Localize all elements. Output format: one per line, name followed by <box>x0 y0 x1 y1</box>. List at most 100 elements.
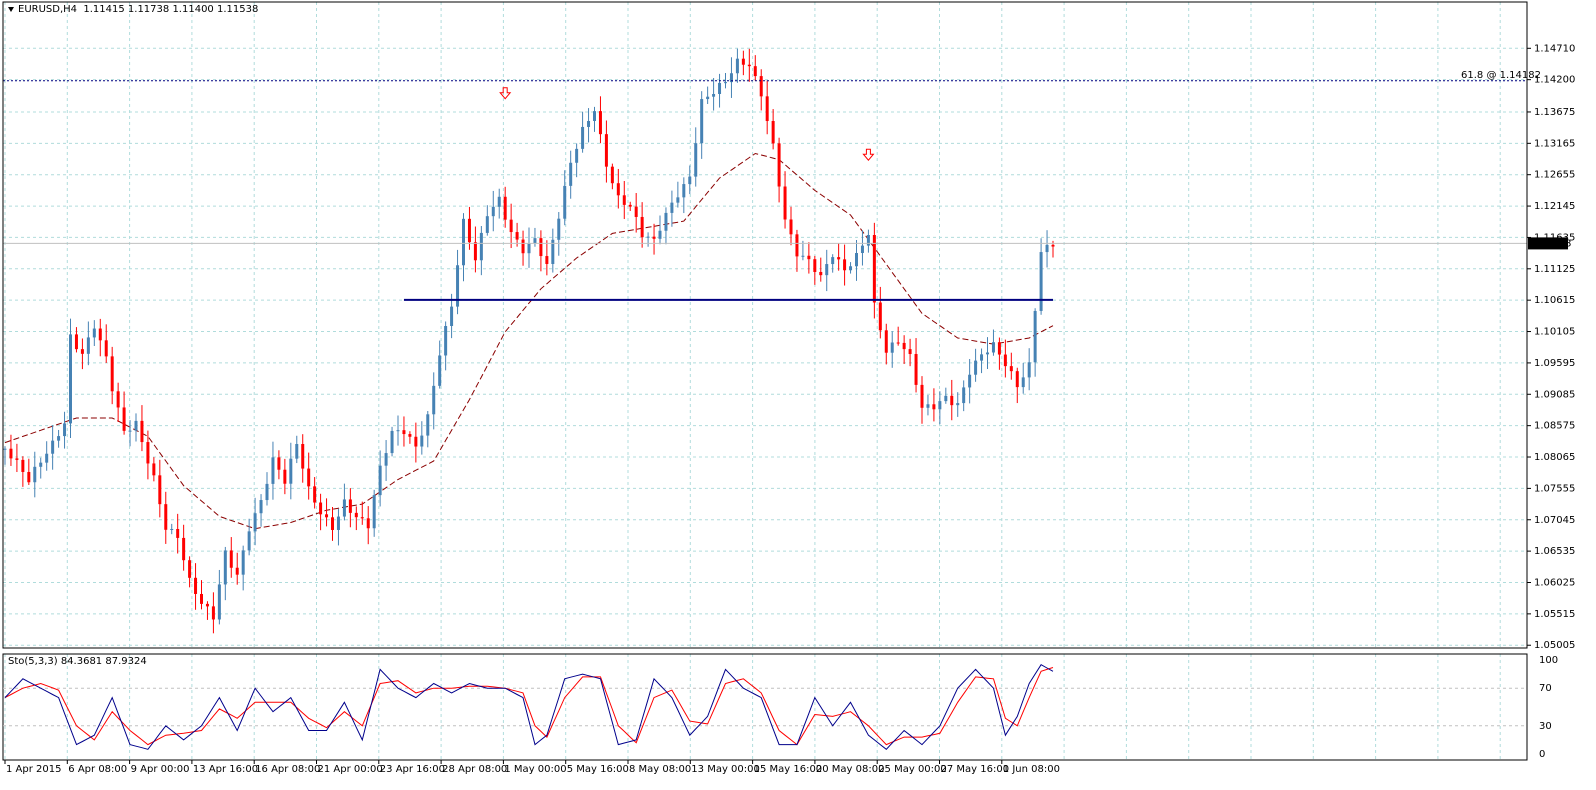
candle-body <box>694 143 698 177</box>
main-grid <box>3 2 1527 760</box>
candle-body <box>51 440 55 454</box>
candle-body <box>110 356 114 392</box>
candle-body <box>116 391 120 408</box>
candle-body <box>640 216 644 238</box>
main-frame <box>2 1 1528 649</box>
candle-body <box>295 444 299 459</box>
candle-body <box>146 442 150 464</box>
y-tick-label: 1.12655 <box>1534 170 1575 181</box>
y-tick-label: 1.09595 <box>1534 358 1575 369</box>
candle-body <box>200 593 203 604</box>
candle-body <box>164 504 168 530</box>
candle-body <box>944 395 948 402</box>
candle-body <box>57 436 61 441</box>
candle-body <box>795 234 799 257</box>
candle-body <box>313 486 317 503</box>
candle-body <box>753 66 757 77</box>
candle-body <box>872 235 876 303</box>
candles <box>3 48 1055 634</box>
candle-body <box>342 499 346 517</box>
y-tick-label: 1.07555 <box>1534 483 1575 494</box>
candle-body <box>74 334 78 350</box>
candle-body <box>807 255 811 260</box>
candle-body <box>1051 244 1055 247</box>
x-tick-label: 13 Apr 16:00 <box>193 764 258 775</box>
candle-body <box>253 513 257 532</box>
y-tick-label: 1.05005 <box>1534 640 1575 651</box>
candle-body <box>670 202 674 213</box>
candle-body <box>831 257 835 265</box>
candle-body <box>69 334 72 424</box>
candle-body <box>205 603 209 607</box>
x-tick-label: 27 May 16:00 <box>941 764 1010 775</box>
candle-body <box>604 134 608 167</box>
candle-body <box>735 58 739 74</box>
candle-body <box>408 434 412 437</box>
down-arrow-path <box>499 87 512 100</box>
y-tick-label: 1.08065 <box>1534 452 1575 463</box>
candle-body <box>747 64 751 67</box>
candle-body <box>414 436 418 447</box>
x-tick-label: 23 Apr 16:00 <box>380 764 445 775</box>
candle-body <box>1015 371 1019 388</box>
candle-body <box>152 463 156 476</box>
candle-body <box>593 111 596 121</box>
candle-body <box>980 354 984 361</box>
candle-body <box>777 143 781 187</box>
candle-body <box>974 360 978 375</box>
candle-body <box>813 259 817 272</box>
candle-body <box>271 457 275 484</box>
candle-body <box>1045 244 1049 253</box>
candle-body <box>997 342 1001 355</box>
moving-average-line <box>4 152 1054 530</box>
candle-body <box>771 121 775 144</box>
candle-body <box>27 471 31 483</box>
chart-header: EURUSD,H4 1.11415 1.11738 1.11400 1.1153… <box>8 4 258 15</box>
candle-body <box>98 328 102 341</box>
down-arrow-icon <box>862 148 875 162</box>
candle-body <box>348 499 352 513</box>
candle-body <box>700 99 704 144</box>
candle-body <box>503 196 507 220</box>
candle-body <box>706 96 710 100</box>
candle-body <box>902 342 906 350</box>
candle-body <box>211 606 215 620</box>
candle-body <box>1021 377 1025 388</box>
candle-body <box>390 430 394 454</box>
candle-body <box>819 271 823 276</box>
candle-body <box>664 212 668 231</box>
candle-body <box>366 518 370 529</box>
candle-body <box>467 218 471 243</box>
fib-label: 61.8 @ 1.14182 <box>1461 70 1541 81</box>
candle-body <box>360 517 364 519</box>
y-tick-label: 1.14710 <box>1534 43 1575 54</box>
y-tick-label: 1.10615 <box>1534 295 1575 306</box>
stochastic-panel: 100 70 30 0 <box>3 655 1558 760</box>
candle-body <box>789 219 793 235</box>
candle-body <box>283 469 287 484</box>
candle-body <box>450 306 454 326</box>
candle-body <box>926 404 930 408</box>
candle-body <box>86 337 90 354</box>
dropdown-triangle-icon[interactable] <box>8 6 14 12</box>
stoch-level-label: 100 <box>1539 655 1558 666</box>
candle-body <box>188 560 192 578</box>
x-tick-label: 9 Apr 00:00 <box>131 764 190 775</box>
x-tick-label: 28 Apr 08:00 <box>442 764 507 775</box>
candle-body <box>319 502 323 515</box>
candle-body <box>646 236 650 238</box>
candle-body <box>491 206 495 217</box>
candle-body <box>378 465 382 496</box>
stochastic-frame <box>2 653 1528 761</box>
current-price-tag <box>1528 237 1568 250</box>
y-tick-label: 1.11635 <box>1534 232 1575 243</box>
stochastic-header: Sto(5,3,3) 84.3681 87.9324 <box>8 656 147 667</box>
candle-body <box>372 495 376 529</box>
symbol-label: EURUSD,H4 <box>18 4 78 15</box>
y-tick-label: 1.07045 <box>1534 515 1575 526</box>
candle-body <box>634 206 638 217</box>
candle-body <box>962 387 966 404</box>
candle-body <box>182 537 186 561</box>
down-arrow-icon <box>499 87 512 100</box>
